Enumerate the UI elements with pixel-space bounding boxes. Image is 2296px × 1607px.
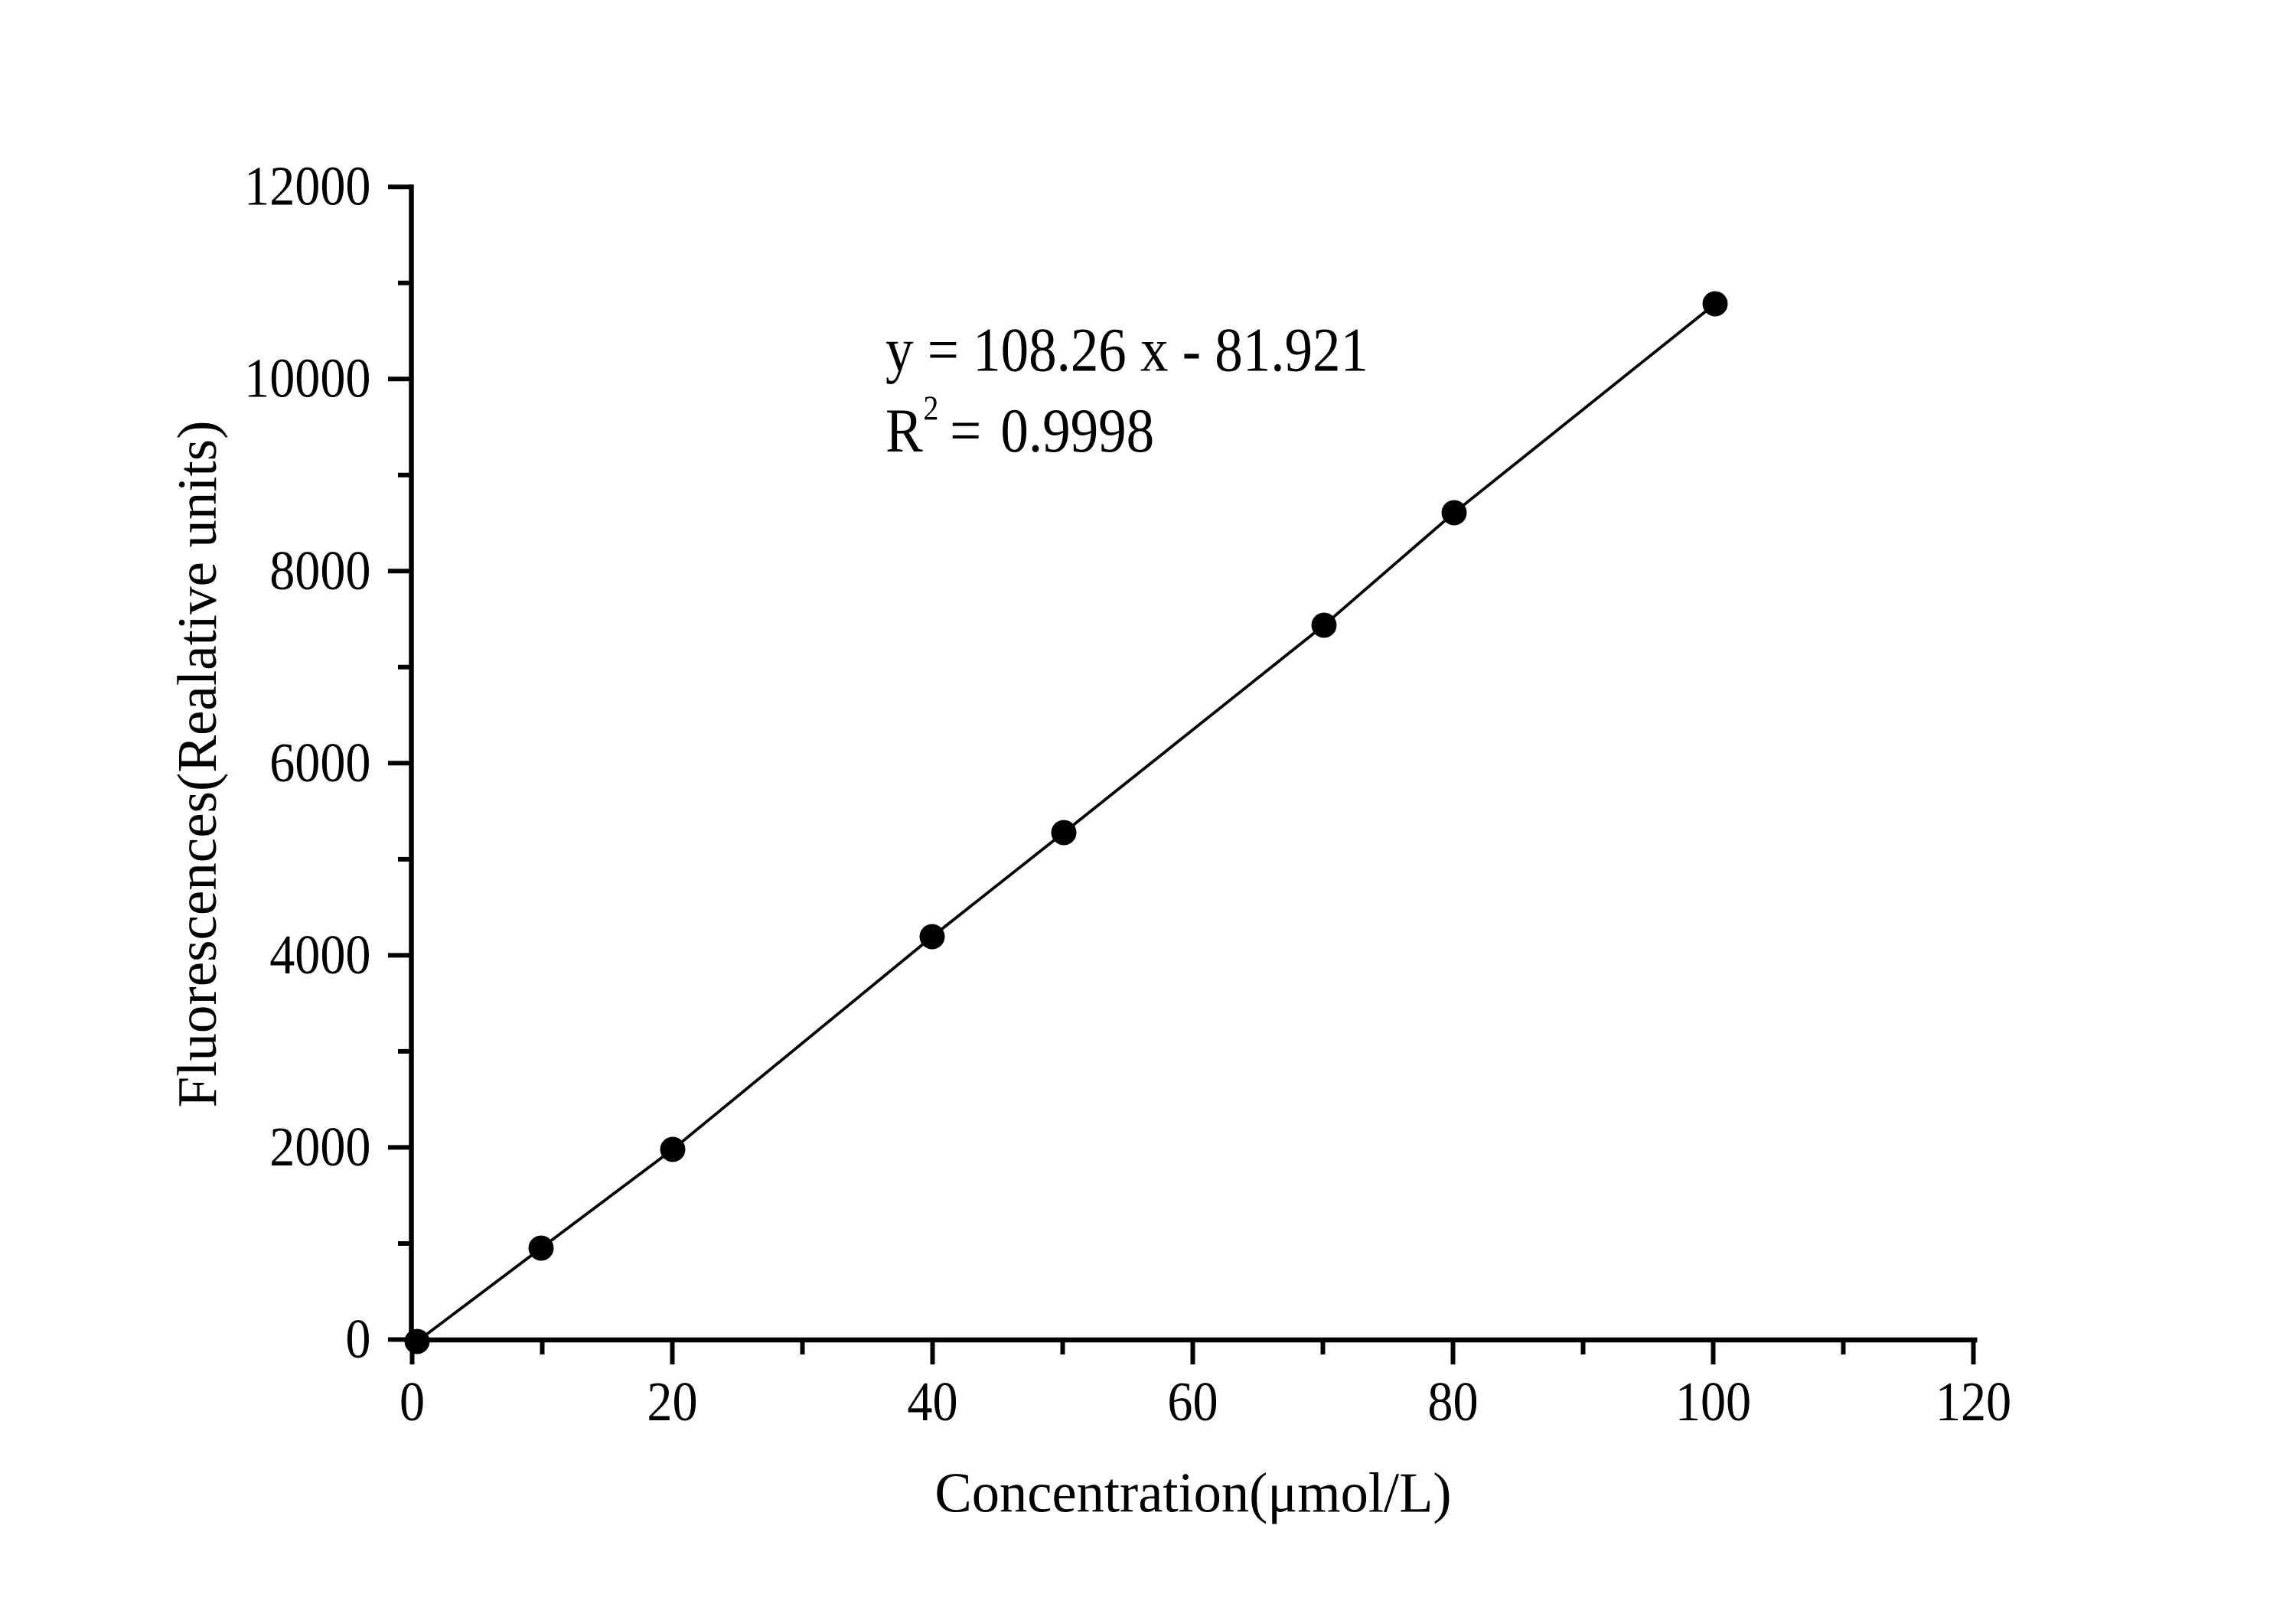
svg-text:y = 108.26 x - 81.921: y = 108.26 x - 81.921 xyxy=(885,315,1368,385)
svg-text:0: 0 xyxy=(345,1309,370,1371)
svg-text:120: 120 xyxy=(1936,1371,2011,1433)
svg-text:8000: 8000 xyxy=(269,540,370,602)
svg-text:6000: 6000 xyxy=(269,732,370,794)
svg-text:Concentration(μmol/L): Concentration(μmol/L) xyxy=(934,1462,1451,1524)
svg-text:Fluorescences(Realative units): Fluorescences(Realative units) xyxy=(166,421,228,1108)
svg-text:12000: 12000 xyxy=(244,156,370,218)
svg-text:0: 0 xyxy=(400,1371,425,1433)
svg-text:10000: 10000 xyxy=(244,348,370,410)
svg-text:80: 80 xyxy=(1427,1371,1478,1433)
svg-text:2000: 2000 xyxy=(269,1116,370,1178)
svg-text:60: 60 xyxy=(1167,1371,1218,1433)
svg-text:20: 20 xyxy=(647,1371,697,1433)
svg-text:100: 100 xyxy=(1675,1371,1751,1433)
svg-text:4000: 4000 xyxy=(269,924,370,986)
svg-text:40: 40 xyxy=(907,1371,957,1433)
svg-text:R2=0.9998: R2 = 0.9998 xyxy=(885,390,1154,465)
